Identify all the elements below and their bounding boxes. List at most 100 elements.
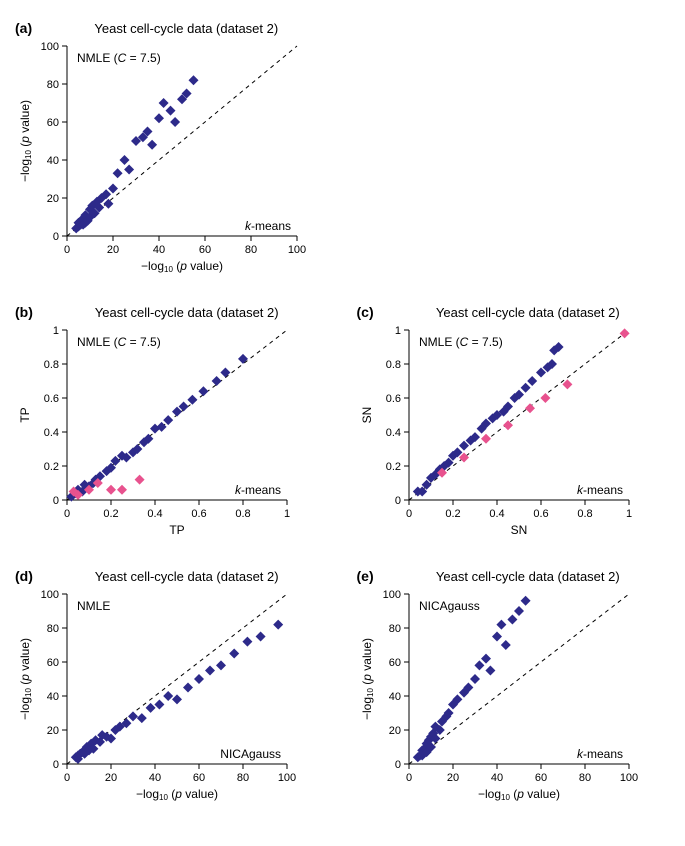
point (154, 700, 164, 710)
xlabel: TP (169, 523, 184, 537)
ytick-label: 0 (394, 495, 400, 507)
ytick-label: 1 (53, 325, 59, 337)
point (238, 354, 248, 364)
panel-header: (a) Yeast cell-cycle data (dataset 2) (15, 20, 329, 36)
ytick-label: 0.4 (44, 427, 59, 439)
point (503, 420, 513, 430)
top-left: NMLE (77, 599, 110, 613)
xlabel: SN (510, 523, 527, 537)
top-left: NICAgauss (419, 599, 480, 613)
point (124, 165, 134, 175)
xtick-label: 40 (153, 244, 165, 256)
ytick-label: 0.2 (385, 461, 400, 473)
panel-e: (e)Yeast cell-cycle data (dataset 2)0204… (357, 568, 671, 806)
ytick-label: 0.4 (385, 427, 400, 439)
ylabel: TP (18, 407, 32, 422)
xtick-label: 1 (284, 508, 290, 520)
panel-title: Yeast cell-cycle data (dataset 2) (386, 305, 670, 320)
top-left: NMLE (C = 7.5) (77, 335, 161, 349)
ytick-label: 60 (47, 117, 59, 129)
panel-header: (c) Yeast cell-cycle data (dataset 2) (357, 304, 671, 320)
point (172, 694, 182, 704)
xtick-label: 0.6 (191, 508, 206, 520)
panel-title: Yeast cell-cycle data (dataset 2) (45, 305, 329, 320)
point (520, 383, 530, 393)
point (481, 654, 491, 664)
xlabel: −log10 (p value) (136, 787, 218, 802)
point (113, 168, 123, 178)
ytick-label: 80 (47, 623, 59, 635)
ytick-label: 0.6 (44, 393, 59, 405)
point (527, 376, 537, 386)
xtick-label: 0 (64, 244, 70, 256)
point (170, 117, 180, 127)
panel-letter: (b) (15, 304, 33, 320)
ytick-label: 40 (388, 691, 400, 703)
panel-letter: (a) (15, 20, 32, 36)
point (187, 395, 197, 405)
point (117, 485, 127, 495)
xtick-label: 20 (105, 772, 117, 784)
xtick-label: 0.2 (103, 508, 118, 520)
bottom-right: k-means (576, 483, 622, 497)
ytick-label: 100 (41, 41, 59, 53)
xtick-label: 0 (405, 772, 411, 784)
point (514, 606, 524, 616)
bottom-right: k-means (235, 483, 281, 497)
ytick-label: 1 (394, 325, 400, 337)
point (212, 376, 222, 386)
bottom-right: NICAgauss (220, 747, 281, 761)
ytick-label: 60 (47, 657, 59, 669)
point (229, 649, 239, 659)
point (470, 674, 480, 684)
point (154, 113, 164, 123)
xtick-label: 0 (64, 508, 70, 520)
figure-grid: (a) Yeast cell-cycle data (dataset 2) 0 20 4… (15, 20, 670, 806)
point (216, 660, 226, 670)
ytick-label: 0.6 (385, 393, 400, 405)
point (189, 75, 199, 85)
ytick-label: 0 (53, 495, 59, 507)
ytick-label: 0.2 (44, 461, 59, 473)
bottom-right: k-means (576, 747, 622, 761)
ylabel: SN (360, 407, 374, 424)
point (163, 691, 173, 701)
chart-svg: 00.20.40.60.8100.20.40.60.81SNSNNMLE (C … (357, 324, 639, 542)
panel-title: Yeast cell-cycle data (dataset 2) (44, 21, 328, 36)
point (120, 155, 130, 165)
diagonal (409, 594, 629, 764)
xtick-label: 0.6 (533, 508, 548, 520)
ylabel: −log10 (p value) (18, 638, 33, 720)
xtick-label: 0.8 (235, 508, 250, 520)
point (496, 620, 506, 630)
point (242, 637, 252, 647)
xtick-label: 0.4 (147, 508, 162, 520)
point (619, 328, 629, 338)
point (198, 386, 208, 396)
xtick-label: 20 (446, 772, 458, 784)
point (166, 106, 176, 116)
point (128, 711, 138, 721)
point (500, 640, 510, 650)
point (220, 368, 230, 378)
panel-letter: (c) (357, 304, 374, 320)
point (256, 632, 266, 642)
point (205, 666, 215, 676)
top-left: NMLE (C = 7.5) (419, 335, 503, 349)
xtick-label: 0 (405, 508, 411, 520)
ytick-label: 80 (388, 623, 400, 635)
top-left: NMLE (C = 7.5) (77, 51, 161, 65)
point (485, 666, 495, 676)
point (146, 703, 156, 713)
xtick-label: 60 (199, 244, 211, 256)
ytick-label: 0 (53, 759, 59, 771)
ytick-label: 0.8 (385, 359, 400, 371)
point (474, 660, 484, 670)
ytick-label: 100 (41, 589, 59, 601)
xtick-label: 40 (149, 772, 161, 784)
ylabel: −log10 (p value) (360, 638, 375, 720)
point (194, 674, 204, 684)
ytick-label: 0 (53, 231, 59, 243)
point (137, 713, 147, 723)
xtick-label: 80 (245, 244, 257, 256)
